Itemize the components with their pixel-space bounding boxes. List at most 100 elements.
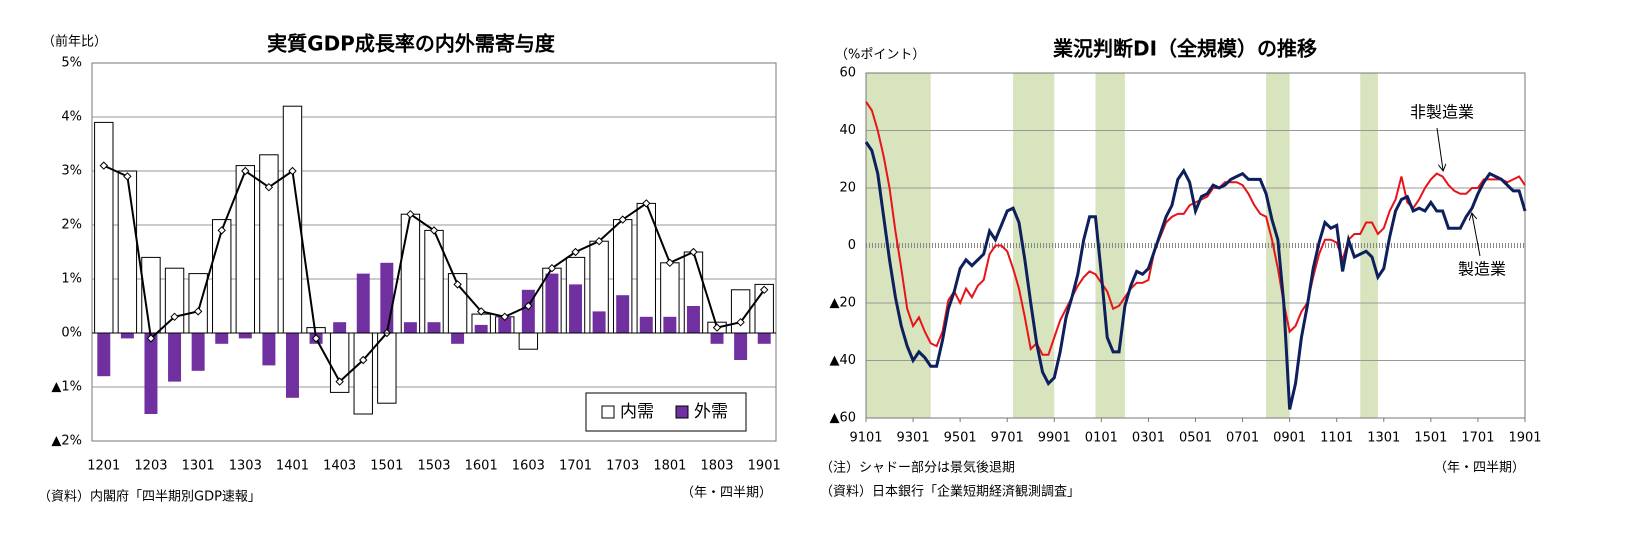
point <box>311 334 321 343</box>
point <box>476 307 486 316</box>
annotation-arrow <box>1436 127 1443 170</box>
x-tick-label: 1201 <box>87 459 120 474</box>
series-line <box>865 101 1526 356</box>
point <box>406 209 415 219</box>
bar <box>400 213 421 334</box>
annotation: 非製造業 <box>1410 103 1474 122</box>
y-tick-label: ▲2% <box>51 434 82 449</box>
point <box>193 307 203 316</box>
x-tick-label: 1501 <box>1414 431 1447 446</box>
x-tick-label: 9701 <box>991 431 1024 446</box>
bar <box>212 219 232 334</box>
y-tick-label: 20 <box>839 181 856 196</box>
legend-label: 外需 <box>694 402 728 422</box>
bar <box>262 333 276 366</box>
bar <box>710 333 724 344</box>
point <box>642 199 651 208</box>
point <box>288 166 297 176</box>
x-tick-label: 1203 <box>134 459 167 474</box>
bar <box>377 332 397 404</box>
bar <box>545 273 559 333</box>
x-tick-label: 1901 <box>1508 431 1541 446</box>
x-tick-label: 1101 <box>1320 431 1353 446</box>
legend-swatch <box>601 405 615 419</box>
bar <box>94 121 114 334</box>
point <box>500 312 509 322</box>
y-tick-label: 40 <box>839 123 856 138</box>
x-tick-label: 0301 <box>1132 431 1165 446</box>
x-tick-label: 0501 <box>1179 431 1212 446</box>
bar <box>188 273 208 334</box>
bar <box>427 322 441 333</box>
point <box>241 166 250 176</box>
bar <box>474 324 488 333</box>
annotation-arrow <box>1472 214 1481 257</box>
plot-border <box>91 62 777 442</box>
bar <box>521 289 535 333</box>
bar <box>353 332 373 415</box>
x-tick-label: 1501 <box>370 459 403 474</box>
x-tick-label: 1803 <box>700 459 733 474</box>
x-tick-label: 1601 <box>465 459 498 474</box>
point <box>264 182 274 192</box>
bar <box>120 333 134 339</box>
recession-shade <box>1360 73 1378 418</box>
bar <box>235 165 256 334</box>
point <box>524 301 533 311</box>
legend-swatch <box>675 405 689 419</box>
bar <box>285 333 299 398</box>
y-axis-label: （前年比） <box>42 34 107 50</box>
x-tick-label: 0101 <box>1085 431 1118 446</box>
y-tick-label: ▲40 <box>829 353 856 368</box>
x-tick-label: 9501 <box>944 431 977 446</box>
bar <box>730 289 751 334</box>
x-tick-label: 0701 <box>1226 431 1259 446</box>
chart-title: 業況判断DI（全規模）の推移 <box>1053 37 1317 61</box>
bar <box>518 332 539 350</box>
bar <box>215 333 229 344</box>
x-tick-label: 1801 <box>653 459 686 474</box>
point <box>99 161 109 170</box>
y-tick-label: 1% <box>61 272 82 287</box>
bar <box>333 322 347 333</box>
point <box>736 317 745 327</box>
bar <box>168 333 182 382</box>
bar <box>639 316 653 333</box>
bar <box>403 322 417 333</box>
annotation: 製造業 <box>1458 260 1506 279</box>
y-tick-label: ▲1% <box>51 380 82 395</box>
legend-label: 内需 <box>620 402 654 422</box>
bar <box>663 316 677 333</box>
point <box>689 247 698 257</box>
point <box>712 323 722 332</box>
x-tick-label: 9901 <box>1038 431 1071 446</box>
y-tick-label: 2% <box>61 218 82 233</box>
y-tick-label: 3% <box>61 164 82 179</box>
bar <box>356 273 370 333</box>
bar <box>259 154 279 334</box>
y-tick-label: 4% <box>61 110 82 125</box>
note: （資料）日本銀行「企業短期経済観測調査」 <box>820 484 1080 500</box>
bar <box>686 306 700 333</box>
x-tick-label: 0901 <box>1273 431 1306 446</box>
y-tick-label: ▲20 <box>829 296 856 311</box>
x-tick-label: 9101 <box>849 431 882 446</box>
x-tick-label: 1301 <box>1367 431 1400 446</box>
bar <box>380 262 394 333</box>
x-tick-label: 1703 <box>606 459 639 474</box>
bar <box>498 316 512 333</box>
y-tick-label: 5% <box>61 56 82 71</box>
bar <box>592 311 606 333</box>
x-axis-label: （年・四半期） <box>681 486 772 501</box>
bar <box>451 333 465 344</box>
point <box>547 263 557 273</box>
x-tick-label: 1503 <box>417 459 450 474</box>
point <box>453 280 462 289</box>
point <box>571 247 580 257</box>
bar <box>616 295 630 333</box>
x-axis-label: （年・四半期） <box>1434 461 1525 476</box>
y-axis-label: （%ポイント） <box>835 48 925 63</box>
point <box>170 312 179 322</box>
bar <box>97 333 111 377</box>
